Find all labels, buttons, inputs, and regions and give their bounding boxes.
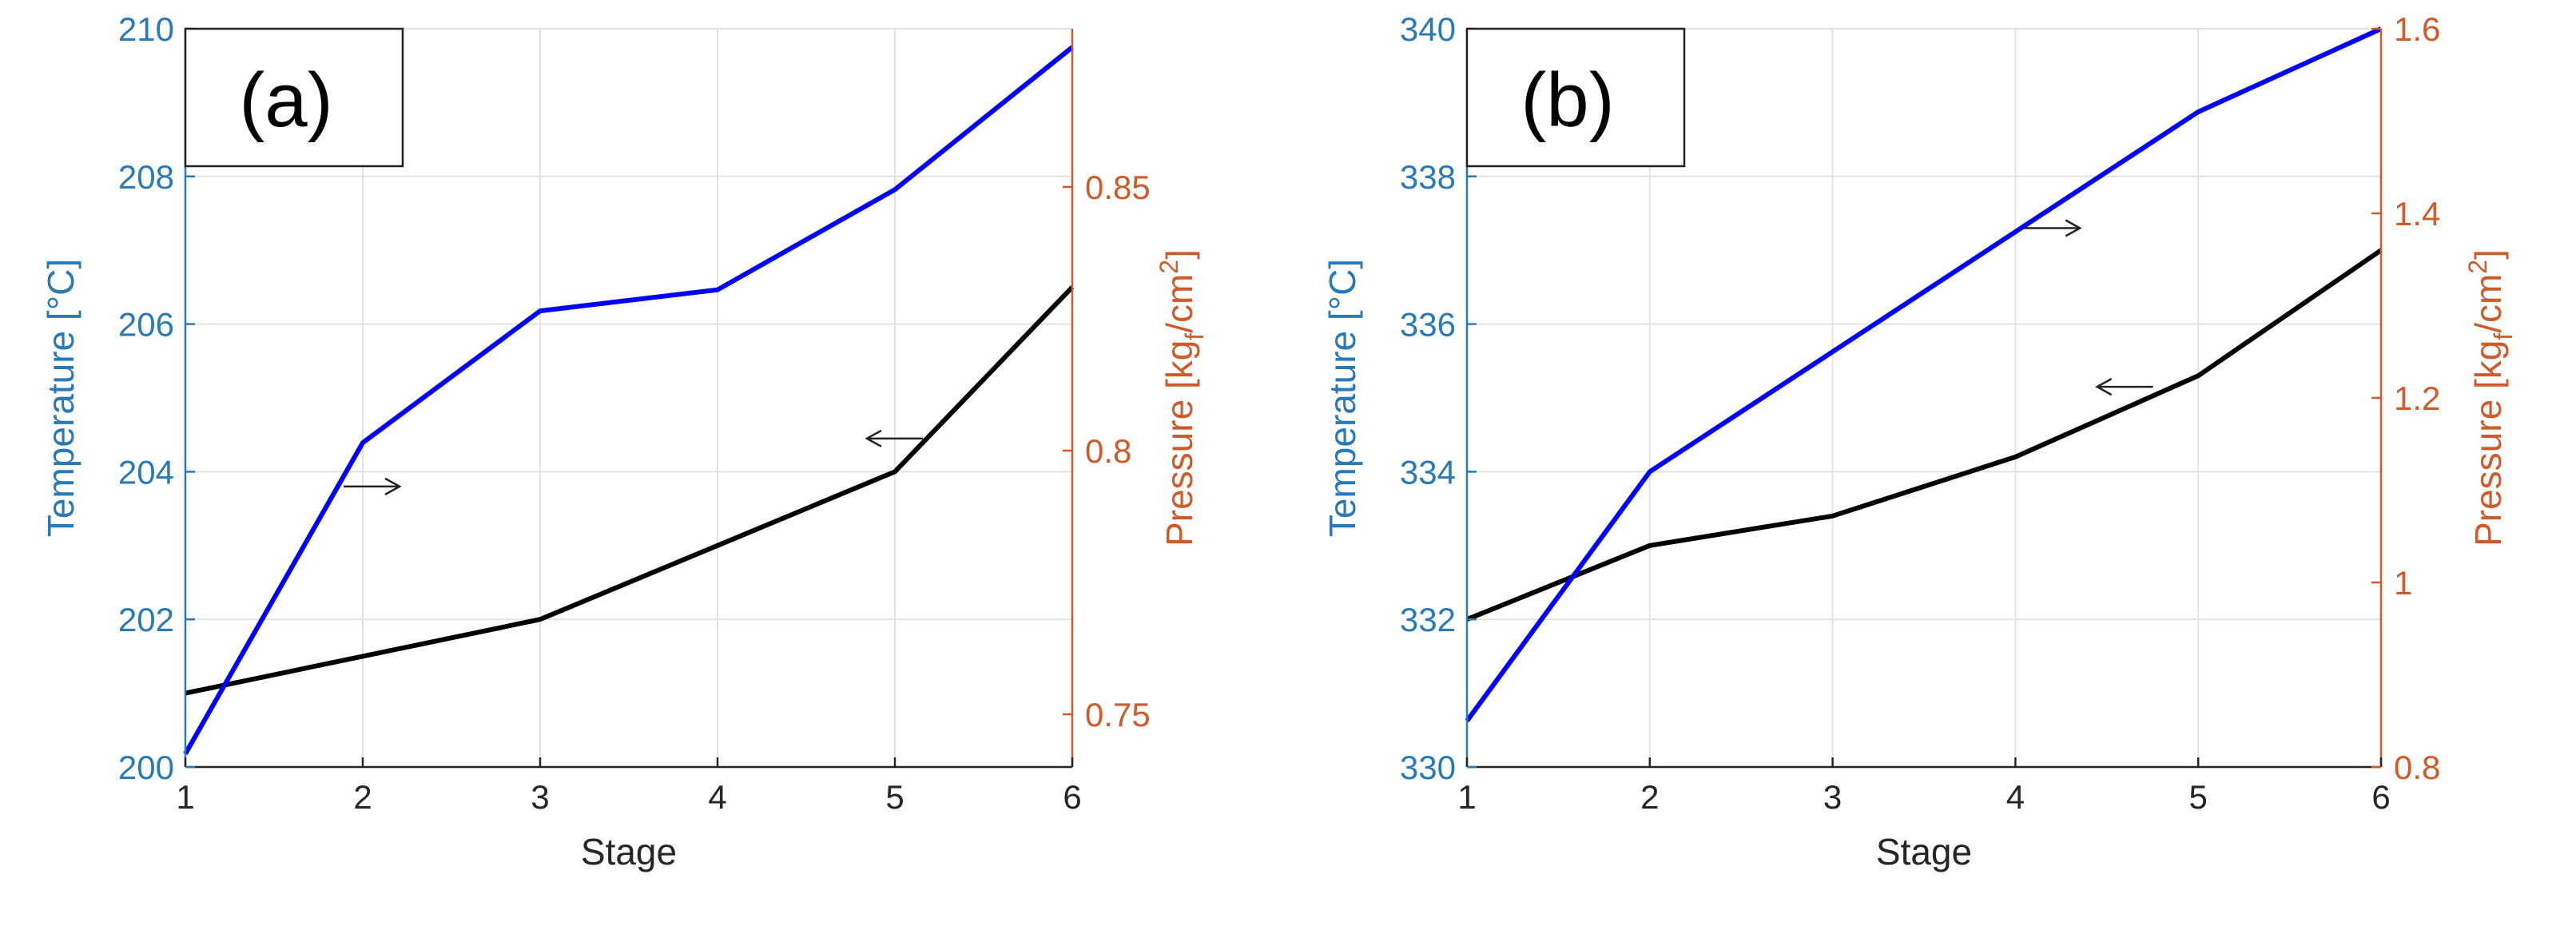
- x-tick-label: 3: [531, 778, 549, 816]
- x-tick-label: 1: [1457, 778, 1476, 816]
- y-tick-label-left: 206: [118, 306, 174, 344]
- y-tick-label-right: 1.4: [2394, 195, 2440, 233]
- y-tick-label-right: 1: [2394, 564, 2412, 602]
- y-axis-title-left: Temperature [°C]: [1322, 259, 1363, 537]
- x-tick-label: 5: [2189, 778, 2208, 816]
- series-line-left-axis: [1465, 248, 2383, 622]
- x-tick-label: 4: [2006, 778, 2025, 816]
- panel-label-box: [184, 27, 404, 168]
- x-tick-label: 1: [176, 778, 194, 816]
- y-tick-label-left: 332: [1400, 601, 1456, 638]
- series-line-right-axis: [1465, 26, 2383, 723]
- x-tick-label: 6: [1063, 778, 1081, 816]
- x-axis-title: Stage: [1876, 831, 1972, 872]
- y-tick-label-left: 336: [1400, 306, 1456, 344]
- x-axis-title: Stage: [581, 831, 677, 872]
- panel-label: (b): [1521, 58, 1614, 143]
- y-tick-label-right: 0.85: [1085, 169, 1151, 206]
- annotation-arrow-head: [2095, 378, 2113, 396]
- annotation-arrow-head: [2065, 219, 2082, 237]
- y-axis-title-left: Temperature [°C]: [40, 259, 81, 537]
- x-tick-label: 3: [1823, 778, 1842, 816]
- y-tick-label-right: 0.75: [1085, 696, 1151, 733]
- annotation-arrow-head: [384, 477, 402, 495]
- y-tick-label-right: 1.6: [2394, 10, 2440, 48]
- series-line-right-axis: [183, 45, 1074, 755]
- y-tick-label-right: 1.2: [2394, 380, 2440, 417]
- y-axis-title-right: Pressure [kgf/cm2]: [1155, 249, 1209, 547]
- series-line-left-axis: [185, 285, 1075, 696]
- y-tick-label-left: 200: [118, 749, 174, 786]
- x-tick-label: 6: [2371, 778, 2390, 816]
- y-tick-label-left: 338: [1400, 158, 1456, 196]
- x-tick-label: 4: [708, 778, 726, 816]
- chart-panel-1: 1 2 3 4 5 6 200 202 204 206 208 210 0.75 0.8 0.85 Stage…: [40, 10, 1209, 872]
- annotation-arrow-head: [865, 429, 882, 447]
- y-tick-label-left: 204: [118, 453, 174, 491]
- panel-label: (a): [239, 58, 332, 143]
- x-tick-label: 5: [885, 778, 904, 816]
- chart-panel-2: 1 2 3 4 5 6 330 332 334 336 338 340 0.8 1 1.2 1.4 1.6 Sta…: [1322, 10, 2518, 872]
- y-tick-label-right: 0.8: [2394, 749, 2440, 786]
- y-tick-label-left: 340: [1400, 10, 1456, 48]
- y-tick-label-left: 334: [1400, 453, 1456, 491]
- y-tick-label-left: 330: [1400, 749, 1456, 786]
- y-tick-label-left: 210: [118, 10, 174, 48]
- y-tick-label-left: 202: [118, 601, 174, 638]
- x-tick-label: 2: [353, 778, 372, 816]
- panel-label-box: [1465, 27, 1686, 168]
- y-axis-title-right: Pressure [kgf/cm2]: [2463, 249, 2518, 547]
- y-tick-label-left: 208: [118, 158, 174, 196]
- y-tick-label-right: 0.8: [1085, 432, 1131, 470]
- x-tick-label: 2: [1640, 778, 1659, 816]
